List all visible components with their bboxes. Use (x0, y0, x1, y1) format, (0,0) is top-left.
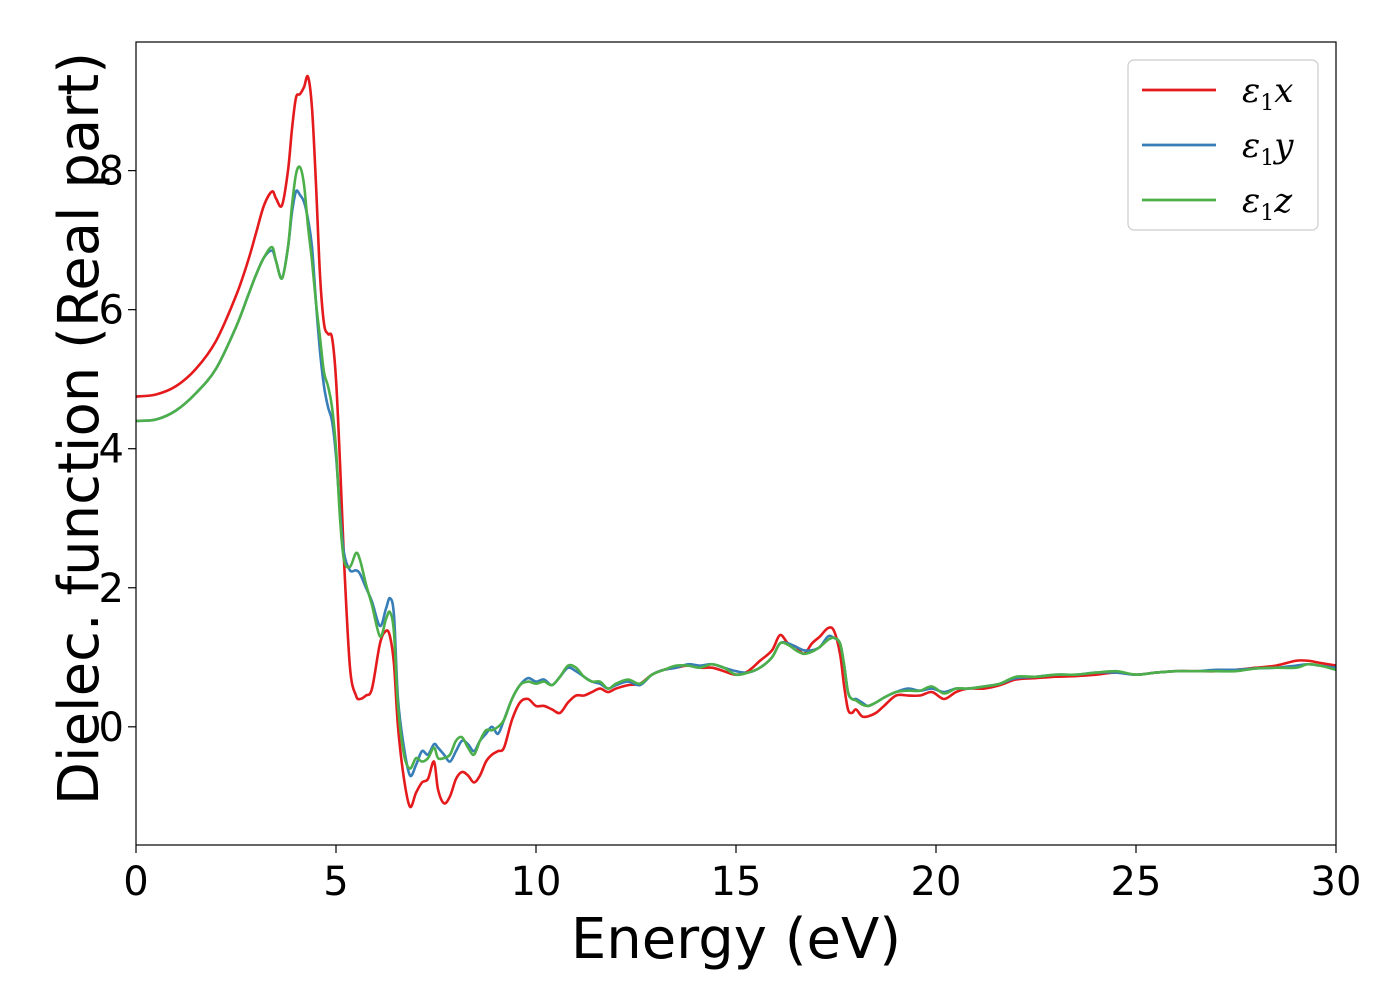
legend-box (1127, 59, 1319, 231)
series-layer (136, 74, 1336, 809)
y-tick-label: 8 (99, 149, 124, 195)
ticks-layer: 0 5 10 15 20 25 30 0 2 4 6 8 (99, 149, 1362, 905)
x-tick-label: 30 (1311, 859, 1362, 905)
x-tick-label: 5 (323, 859, 348, 905)
legend: ε1x ε1y ε1z (1127, 59, 1319, 231)
y-tick-label: 4 (99, 427, 124, 473)
x-tick-label: 0 (123, 859, 148, 905)
x-axis-label: Energy (eV) (571, 907, 901, 972)
y-axis-label: Dielec. function (Real part) (47, 52, 112, 805)
y-tick-label: 6 (99, 288, 124, 334)
y-tick-label: 2 (99, 566, 124, 612)
series-line-y (136, 189, 1336, 778)
x-tick-label: 10 (511, 859, 562, 905)
x-tick-label: 15 (711, 859, 762, 905)
x-tick-label: 20 (911, 859, 962, 905)
legend-label-z: ε1z (1242, 181, 1293, 226)
series-line-x (136, 74, 1336, 809)
y-tick-label: 0 (99, 705, 124, 751)
legend-label-y: ε1y (1242, 126, 1294, 171)
x-tick-label: 25 (1111, 859, 1162, 905)
series-line-z (136, 165, 1336, 770)
legend-label-x: ε1x (1242, 71, 1293, 116)
